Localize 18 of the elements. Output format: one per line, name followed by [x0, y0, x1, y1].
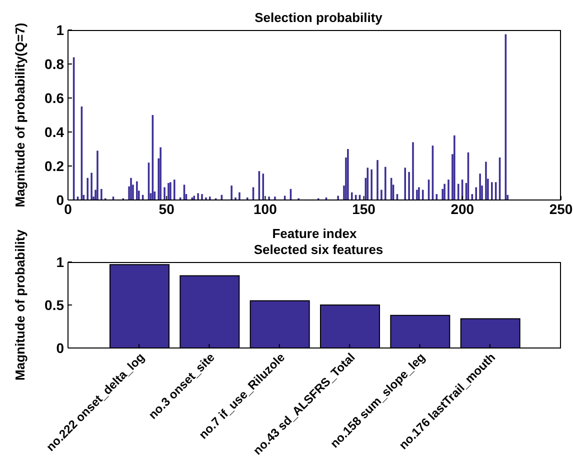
- y-tick-label: 0: [56, 340, 64, 356]
- chart-title: Selected six features: [252, 242, 384, 257]
- x-tick-label: 250: [549, 200, 573, 217]
- y-tick-label: 0.8: [44, 56, 64, 72]
- x-tick-label: 150: [352, 200, 376, 217]
- y-tick-label: 0.2: [44, 158, 64, 174]
- x-tick-label: 200: [450, 200, 474, 217]
- y-tick-label: 0.4: [44, 124, 64, 140]
- x-tick-label: 50: [158, 200, 175, 217]
- y-tick-label: 1: [56, 254, 64, 270]
- y-axis-title: Magnitude of probability: [12, 228, 28, 380]
- x-axis-title: Feature index: [272, 226, 358, 241]
- x-tick-label: 100: [254, 200, 278, 217]
- y-tick-label: 0.6: [44, 90, 64, 106]
- y-tick-label: 0.5: [44, 296, 64, 313]
- y-tick-label: 1: [56, 22, 64, 38]
- y-axis-title: Magnitude of probability(Q=7): [12, 22, 28, 208]
- chart-title: Selection probability: [254, 10, 384, 25]
